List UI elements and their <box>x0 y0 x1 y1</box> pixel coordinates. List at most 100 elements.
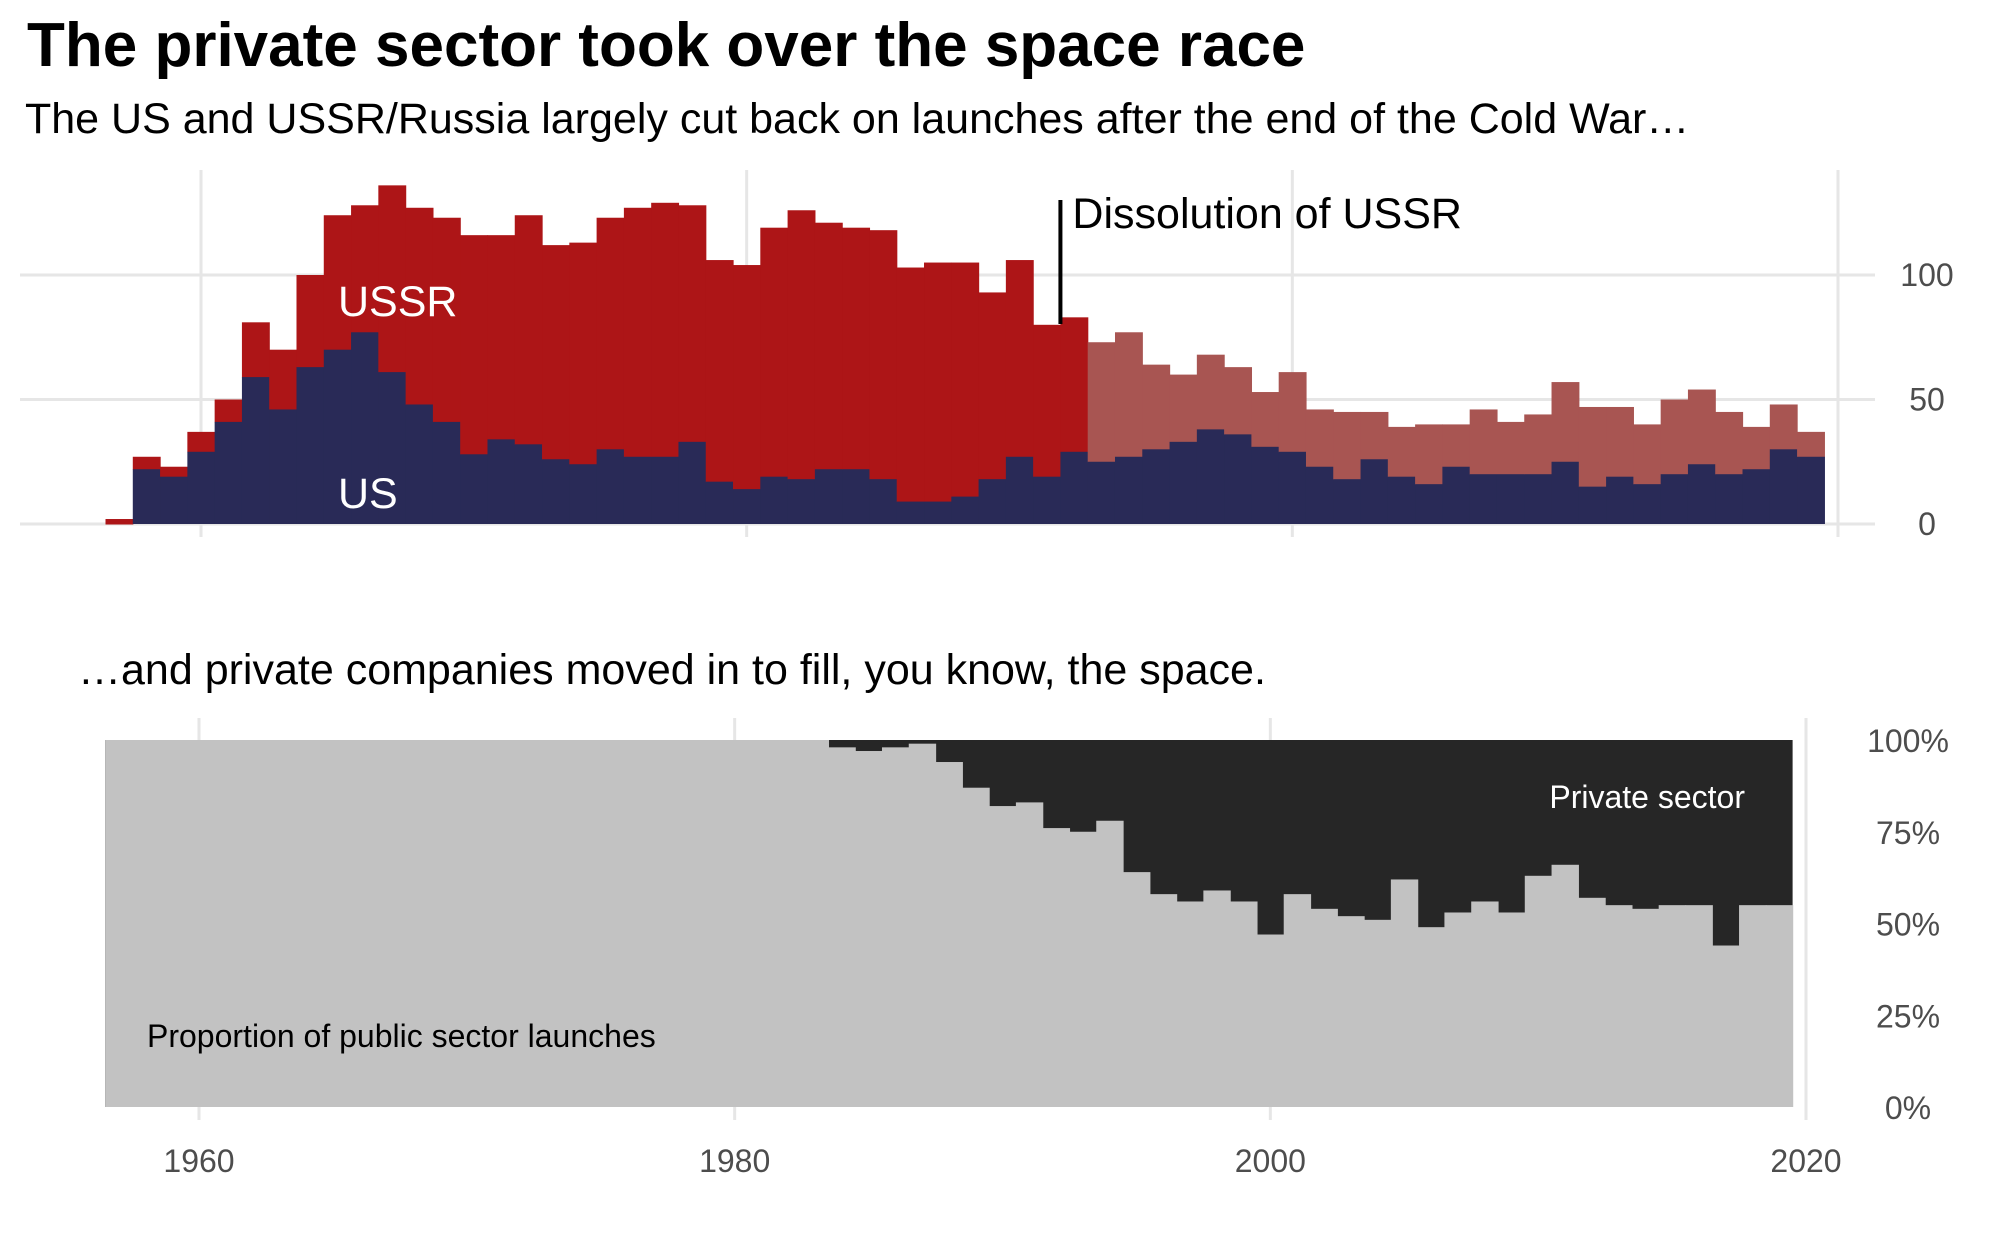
russia-bar <box>1142 364 1171 450</box>
public-sector-bar <box>801 740 830 1107</box>
us-bar <box>951 496 980 524</box>
public-sector-bar <box>1524 875 1553 1107</box>
public-sector-bar <box>507 740 535 1107</box>
public-sector-bar <box>774 740 803 1107</box>
public-sector-bar <box>185 740 213 1107</box>
us-bar <box>869 479 898 524</box>
ussr-bar <box>105 519 134 525</box>
us-bar <box>296 367 325 524</box>
bottom-panel-bars <box>105 740 1794 1107</box>
us-bar <box>842 469 871 524</box>
us-bar <box>1442 466 1471 524</box>
us-bar <box>378 372 407 524</box>
public-sector-bar <box>158 740 187 1107</box>
ussr-bar <box>814 222 843 470</box>
us-bar <box>1469 474 1498 524</box>
public-sector-bar <box>989 806 1017 1107</box>
public-sector-bar <box>1283 894 1312 1107</box>
public-sector-bar <box>1096 820 1124 1107</box>
bottom-y-tick-label: 25% <box>1876 998 1940 1034</box>
ussr-bar <box>978 292 1007 480</box>
ussr-bar <box>1033 324 1062 478</box>
ussr-bar <box>514 215 543 445</box>
ussr-series-label: USSR <box>338 278 457 326</box>
russia-bar <box>1196 354 1225 430</box>
public-sector-bar <box>292 740 321 1107</box>
us-bar <box>1196 429 1225 524</box>
public-sector-bar <box>1230 901 1258 1107</box>
us-bar <box>1033 476 1062 524</box>
russia-bar <box>1087 342 1116 463</box>
us-bar <box>1387 476 1416 524</box>
us-bar <box>1114 456 1143 524</box>
us-bar <box>1060 451 1089 524</box>
us-bar <box>187 451 216 524</box>
public-sector-bar <box>1256 934 1285 1107</box>
us-bar <box>1360 459 1389 524</box>
public-sector-bar <box>614 740 642 1107</box>
russia-bar <box>1224 367 1253 435</box>
ussr-bar <box>1005 260 1034 458</box>
public-sector-bar <box>694 740 722 1107</box>
top-panel-annotations: Dissolution of USSR USSR US <box>338 190 1462 518</box>
ussr-bar <box>214 399 243 423</box>
bottom-y-tick-label: 0% <box>1885 1090 1931 1126</box>
ussr-bar <box>132 456 161 470</box>
us-bar <box>896 501 925 524</box>
public-sector-bar <box>881 747 910 1107</box>
us-bar <box>678 441 707 524</box>
us-bar <box>214 421 243 524</box>
us-bar <box>733 489 761 524</box>
us-bar <box>132 469 161 524</box>
ussr-bar <box>787 210 816 480</box>
russia-bar <box>1278 372 1307 453</box>
public-sector-label: Proportion of public sector launches <box>147 1018 656 1054</box>
public-sector-bar <box>1605 905 1633 1107</box>
public-sector-bar <box>1176 901 1204 1107</box>
public-sector-bar <box>1765 905 1794 1107</box>
public-sector-bar <box>1497 912 1526 1107</box>
public-sector-bar <box>1123 872 1151 1107</box>
us-bar <box>1305 466 1334 524</box>
us-bar <box>1496 474 1525 524</box>
public-sector-bar <box>1310 908 1338 1107</box>
public-sector-bar <box>748 740 776 1107</box>
ussr-bar <box>760 227 789 478</box>
us-bar <box>405 404 434 524</box>
public-sector-bar <box>935 762 963 1107</box>
public-sector-bar <box>373 740 401 1107</box>
ussr-bar <box>1060 317 1089 453</box>
public-sector-bar <box>1015 802 1044 1107</box>
top-panel-y-ticks: 0 50 100 <box>1900 257 1953 542</box>
public-sector-bar <box>105 740 133 1107</box>
russia-bar <box>1606 406 1634 478</box>
ussr-bar <box>842 227 871 470</box>
chart-subtitle: The US and USSR/Russia largely cut back … <box>25 95 1690 143</box>
ussr-bar <box>351 205 379 333</box>
public-sector-bar <box>1578 897 1606 1107</box>
us-bar <box>1578 486 1607 524</box>
top-y-tick-label: 100 <box>1900 257 1953 293</box>
chart-title: The private sector took over the space r… <box>27 11 1306 80</box>
russia-bar <box>1633 424 1662 485</box>
us-bar <box>460 454 489 524</box>
x-axis-ticks: 1960 1980 2000 2020 <box>163 1143 1841 1179</box>
bottom-panel-subtitle: …and private companies moved in to fill,… <box>78 646 1266 694</box>
public-sector-bar <box>1203 890 1231 1107</box>
us-bar <box>1660 474 1689 524</box>
russia-bar <box>1524 414 1553 475</box>
ussr-bar <box>241 322 270 378</box>
us-bar <box>1524 474 1553 524</box>
public-sector-bar <box>426 740 455 1107</box>
public-sector-bar <box>212 740 240 1107</box>
public-sector-bar <box>1069 831 1097 1107</box>
ussr-bar <box>651 202 680 458</box>
russia-bar <box>1715 411 1744 475</box>
us-bar <box>241 377 270 524</box>
ussr-bar <box>869 230 898 480</box>
us-bar <box>1551 461 1580 524</box>
us-bar <box>705 481 734 524</box>
top-y-tick-label: 0 <box>1918 506 1936 542</box>
russia-bar <box>1169 374 1198 443</box>
